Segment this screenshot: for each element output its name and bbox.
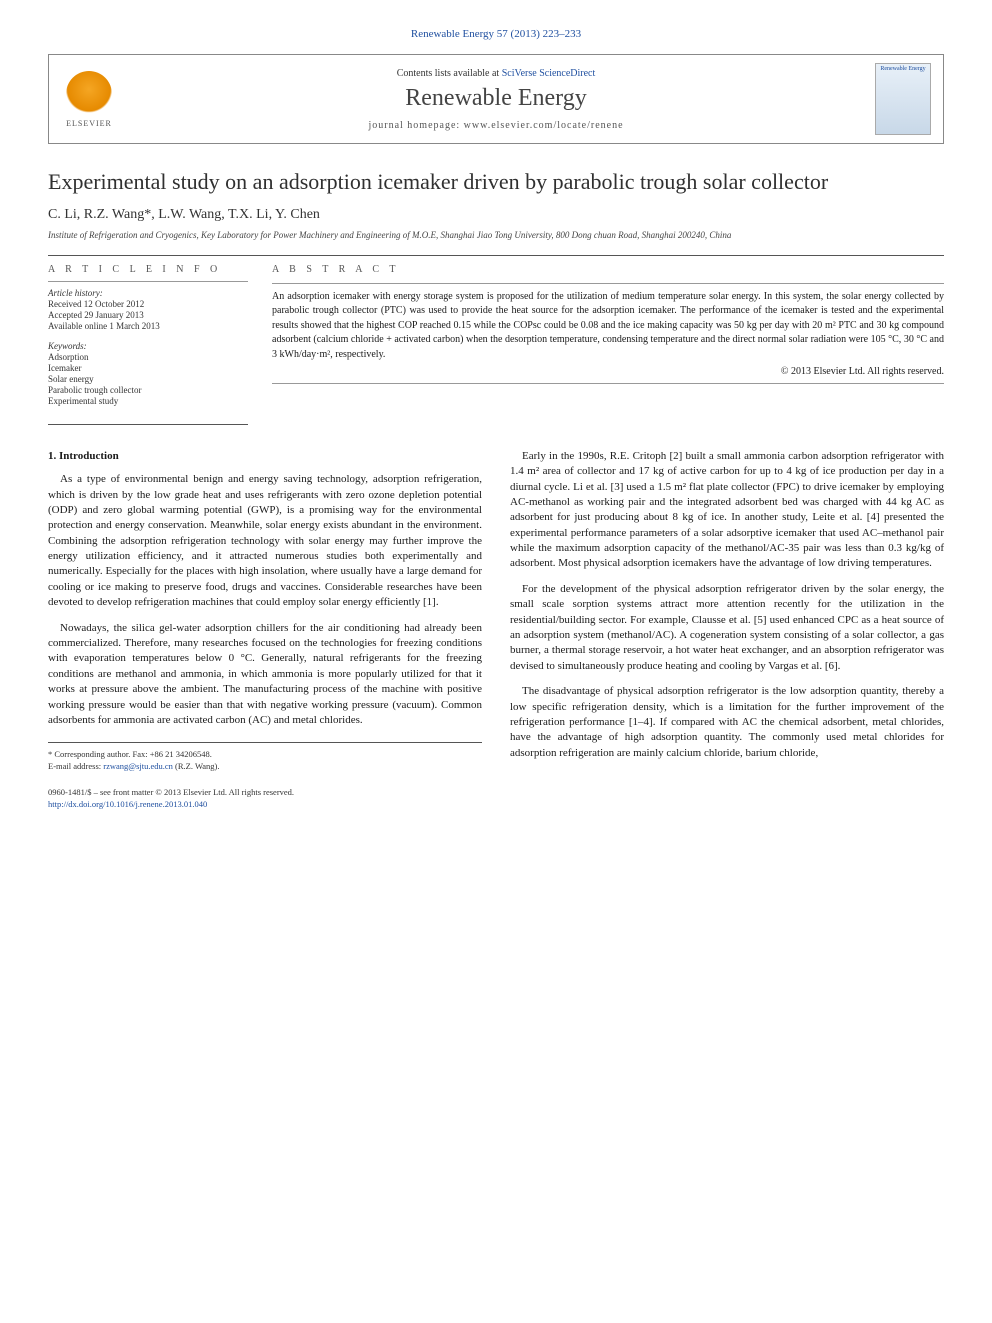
email-suffix: (R.Z. Wang). [173,761,220,771]
doi-line: http://dx.doi.org/10.1016/j.renene.2013.… [48,799,482,811]
sciencedirect-link[interactable]: SciVerse ScienceDirect [502,68,596,79]
elsevier-label: ELSEVIER [66,119,112,128]
keyword: Experimental study [48,396,248,406]
abstract-text: An adsorption icemaker with energy stora… [272,290,944,363]
journal-cover-thumb: Renewable Energy [875,63,931,135]
contents-prefix: Contents lists available at [397,68,502,79]
article-info: A R T I C L E I N F O Article history: R… [48,264,248,416]
abstract-heading: A B S T R A C T [272,264,944,275]
body-column-right: Early in the 1990s, R.E. Critoph [2] bui… [510,449,944,811]
online-date: Available online 1 March 2013 [48,321,248,331]
body-paragraph: For the development of the physical adso… [510,582,944,674]
homepage-prefix: journal homepage: [368,120,463,131]
keyword: Parabolic trough collector [48,385,248,395]
authors: C. Li, R.Z. Wang*, L.W. Wang, T.X. Li, Y… [48,207,944,223]
accepted-date: Accepted 29 January 2013 [48,310,248,320]
divider-top [48,255,944,256]
doi-link[interactable]: http://dx.doi.org/10.1016/j.renene.2013.… [48,799,207,809]
corresponding-author-footer: * Corresponding author. Fax: +86 21 3420… [48,742,482,773]
section-heading: 1. Introduction [48,449,482,464]
homepage-url[interactable]: www.elsevier.com/locate/renene [464,120,624,131]
body-paragraph: Early in the 1990s, R.E. Critoph [2] bui… [510,449,944,572]
homepage-line: journal homepage: www.elsevier.com/locat… [117,120,875,131]
article-info-heading: A R T I C L E I N F O [48,264,248,275]
divider-bottom [48,424,248,425]
keyword: Solar energy [48,374,248,384]
body-paragraph: The disadvantage of physical adsorption … [510,684,944,761]
body-paragraph: Nowadays, the silica gel-water adsorptio… [48,621,482,729]
email-label: E-mail address: [48,761,103,771]
journal-center: Contents lists available at SciVerse Sci… [117,68,875,131]
elsevier-logo: ELSEVIER [61,68,117,130]
body-paragraph: As a type of environmental benign and en… [48,472,482,611]
keywords-label: Keywords: [48,341,248,351]
keyword: Adsorption [48,352,248,362]
email-link[interactable]: rzwang@sjtu.edu.cn [103,761,173,771]
body-columns: 1. Introduction As a type of environment… [48,449,944,811]
history-label: Article history: [48,288,248,298]
received-date: Received 12 October 2012 [48,299,248,309]
keywords-block: Keywords: Adsorption Icemaker Solar ener… [48,341,248,406]
elsevier-tree-icon [66,71,112,117]
abstract-column: A B S T R A C T An adsorption icemaker w… [272,264,944,416]
history-block: Article history: Received 12 October 201… [48,288,248,331]
email-line: E-mail address: rzwang@sjtu.edu.cn (R.Z.… [48,761,482,773]
article-title: Experimental study on an adsorption icem… [48,168,944,197]
body-column-left: 1. Introduction As a type of environment… [48,449,482,811]
corr-author-line: * Corresponding author. Fax: +86 21 3420… [48,749,482,761]
info-abstract-row: A R T I C L E I N F O Article history: R… [48,264,944,416]
keyword: Icemaker [48,363,248,373]
journal-header-box: ELSEVIER Contents lists available at Sci… [48,54,944,144]
issn-line: 0960-1481/$ – see front matter © 2013 El… [48,787,482,799]
citation-header: Renewable Energy 57 (2013) 223–233 [48,28,944,40]
journal-name: Renewable Energy [117,85,875,112]
affiliation: Institute of Refrigeration and Cryogenic… [48,229,944,241]
contents-line: Contents lists available at SciVerse Sci… [117,68,875,79]
abstract-copyright: © 2013 Elsevier Ltd. All rights reserved… [272,366,944,377]
